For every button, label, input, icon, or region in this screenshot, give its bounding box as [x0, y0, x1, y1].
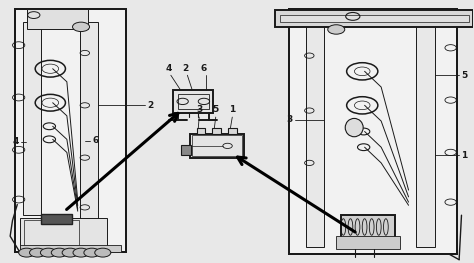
Bar: [19, 245, 121, 252]
Text: 6: 6: [201, 64, 207, 73]
Bar: [15, 8, 126, 252]
Text: 4: 4: [12, 138, 19, 146]
Bar: [23, 22, 41, 215]
Bar: [289, 8, 457, 255]
Text: 6: 6: [93, 136, 99, 145]
Bar: [197, 128, 205, 134]
Bar: [275, 10, 474, 27]
Circle shape: [40, 248, 56, 257]
Bar: [41, 214, 72, 224]
Bar: [173, 90, 213, 113]
Circle shape: [29, 248, 46, 257]
Circle shape: [84, 248, 100, 257]
Bar: [27, 8, 88, 29]
Bar: [212, 128, 221, 134]
Circle shape: [51, 248, 67, 257]
Bar: [192, 135, 242, 156]
Bar: [416, 22, 435, 247]
Circle shape: [62, 248, 78, 257]
Text: 1: 1: [462, 150, 468, 160]
Bar: [181, 145, 191, 155]
Circle shape: [95, 248, 111, 257]
Text: 1: 1: [229, 105, 236, 114]
Bar: [336, 236, 400, 249]
Bar: [228, 128, 237, 134]
Bar: [80, 22, 98, 247]
Circle shape: [328, 25, 345, 34]
Bar: [341, 215, 395, 239]
Text: 4: 4: [165, 64, 172, 73]
Bar: [190, 134, 244, 158]
Circle shape: [18, 248, 35, 257]
Text: 3: 3: [196, 105, 202, 114]
Bar: [306, 22, 324, 247]
Bar: [289, 8, 457, 255]
Text: 2: 2: [182, 64, 188, 73]
Circle shape: [73, 22, 90, 32]
Bar: [280, 15, 469, 22]
Bar: [15, 8, 126, 252]
Text: 3: 3: [287, 115, 293, 124]
Text: 5: 5: [213, 105, 219, 114]
Ellipse shape: [345, 118, 363, 137]
Circle shape: [73, 248, 89, 257]
Text: 2: 2: [147, 101, 154, 110]
Bar: [19, 218, 107, 249]
Bar: [24, 220, 79, 247]
Bar: [178, 94, 209, 109]
Text: 5: 5: [462, 71, 468, 80]
